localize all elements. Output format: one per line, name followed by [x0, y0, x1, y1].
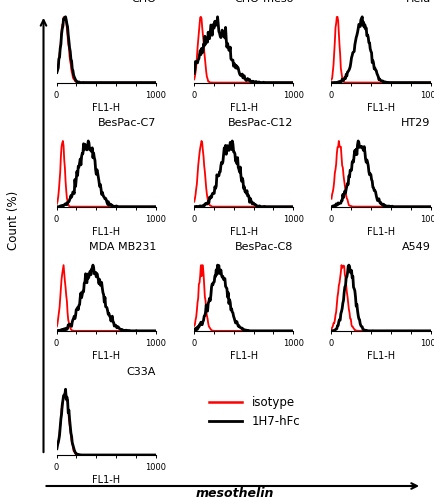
Text: Count (%): Count (%) [7, 190, 20, 250]
Text: CHO: CHO [131, 0, 156, 4]
Legend: isotype, 1H7-hFc: isotype, 1H7-hFc [204, 392, 304, 433]
Text: MDA MB231: MDA MB231 [89, 242, 156, 252]
X-axis label: FL1-H: FL1-H [92, 227, 120, 237]
X-axis label: FL1-H: FL1-H [92, 102, 120, 113]
X-axis label: FL1-H: FL1-H [366, 227, 394, 237]
Text: A549: A549 [401, 242, 430, 252]
Text: mesothelin: mesothelin [195, 487, 273, 500]
Text: BesPac-C8: BesPac-C8 [234, 242, 293, 252]
Text: C33A: C33A [126, 366, 156, 376]
X-axis label: FL1-H: FL1-H [229, 351, 257, 361]
X-axis label: FL1-H: FL1-H [229, 227, 257, 237]
Text: HT29: HT29 [400, 118, 430, 128]
X-axis label: FL1-H: FL1-H [366, 102, 394, 113]
X-axis label: FL1-H: FL1-H [92, 351, 120, 361]
Text: BesPac-C7: BesPac-C7 [98, 118, 156, 128]
Text: BesPac-C12: BesPac-C12 [227, 118, 293, 128]
X-axis label: FL1-H: FL1-H [366, 351, 394, 361]
Text: CHO-meso: CHO-meso [233, 0, 293, 4]
X-axis label: FL1-H: FL1-H [92, 475, 120, 485]
Text: Hela: Hela [404, 0, 430, 4]
X-axis label: FL1-H: FL1-H [229, 102, 257, 113]
